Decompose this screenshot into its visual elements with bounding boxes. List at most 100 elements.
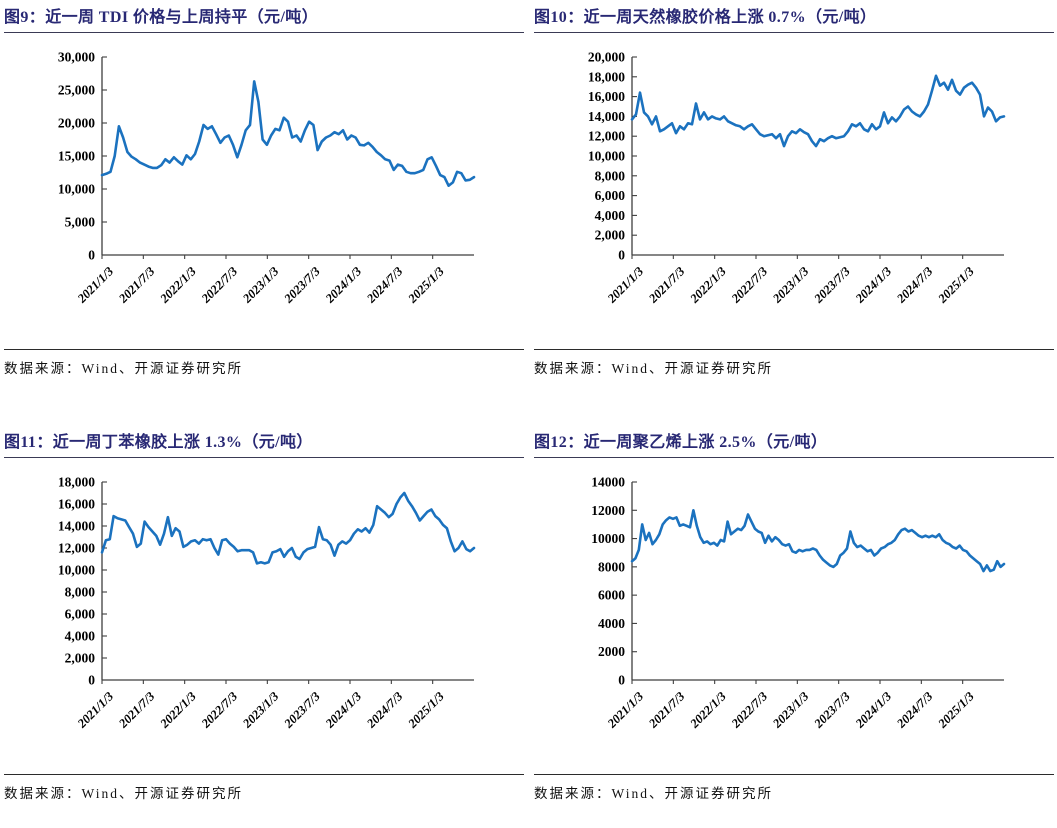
svg-text:2024/1/3: 2024/1/3 [852, 264, 894, 306]
data-source-note: 数据来源：Wind、开源证券研究所 [534, 361, 773, 376]
svg-text:2024/7/3: 2024/7/3 [893, 689, 935, 731]
title-divider [4, 32, 524, 33]
svg-text:2024/1/3: 2024/1/3 [852, 689, 894, 731]
title-divider [534, 32, 1054, 33]
svg-text:8000: 8000 [598, 559, 625, 574]
title-divider [534, 457, 1054, 458]
figure-block-fig11: 图11：近一周丁苯橡胶上涨 1.3%（元/吨） 0 2,000 4,000 6,000… [4, 431, 524, 802]
svg-text:2023/1/3: 2023/1/3 [239, 689, 281, 731]
svg-text:2024/7/3: 2024/7/3 [363, 689, 405, 731]
line-chart-tdi-price: 0 5,000 10,000 15,000 20,000 25,000 30,000 2021… [58, 50, 476, 306]
svg-text:2023/7/3: 2023/7/3 [281, 689, 323, 731]
line-chart-natural-rubber-price: 0 2,000 4,000 6,000 8,000 10,000 12,000 14,000 1… [588, 50, 1006, 306]
figure-block-fig12: 图12：近一周聚乙烯上涨 2.5%（元/吨） 0 2000 4000 6000 8000… [534, 431, 1054, 802]
svg-text:4000: 4000 [598, 616, 625, 631]
svg-text:2024/7/3: 2024/7/3 [893, 264, 935, 306]
svg-text:10,000: 10,000 [58, 182, 95, 197]
svg-text:10,000: 10,000 [58, 563, 95, 578]
line-chart-sbr-price: 0 2,000 4,000 6,000 8,000 10,000 12,000 14,000 1… [58, 475, 476, 731]
chart-area: 0 2,000 4,000 6,000 8,000 10,000 12,000 14,000 1… [534, 43, 1054, 347]
svg-text:4,000: 4,000 [595, 208, 626, 223]
svg-text:2022/7/3: 2022/7/3 [728, 689, 770, 731]
svg-text:6,000: 6,000 [65, 607, 96, 622]
source-divider [534, 774, 1054, 775]
figure-block-fig9: 图9：近一周 TDI 价格与上周持平（元/吨） 0 5,000 10,000 15,0… [4, 6, 524, 377]
svg-text:2023/7/3: 2023/7/3 [281, 264, 323, 306]
svg-text:6,000: 6,000 [595, 188, 626, 203]
figure-title: 图10：近一周天然橡胶价格上涨 0.7%（元/吨） [534, 9, 877, 26]
svg-text:12000: 12000 [591, 503, 625, 518]
svg-text:20,000: 20,000 [588, 50, 625, 65]
svg-text:2000: 2000 [598, 644, 625, 659]
svg-text:2021/7/3: 2021/7/3 [115, 264, 157, 306]
svg-text:14,000: 14,000 [58, 519, 95, 534]
figure-title: 图9：近一周 TDI 价格与上周持平（元/吨） [4, 9, 319, 26]
svg-text:0: 0 [88, 673, 95, 688]
svg-text:2024/1/3: 2024/1/3 [322, 689, 364, 731]
svg-text:2021/1/3: 2021/1/3 [74, 264, 116, 306]
svg-text:2021/1/3: 2021/1/3 [604, 264, 646, 306]
svg-text:2024/7/3: 2024/7/3 [363, 264, 405, 306]
svg-text:2022/7/3: 2022/7/3 [728, 264, 770, 306]
figure-title: 图12：近一周聚乙烯上涨 2.5%（元/吨） [534, 434, 828, 451]
svg-text:8,000: 8,000 [65, 585, 96, 600]
svg-text:18,000: 18,000 [588, 69, 625, 84]
source-divider [4, 774, 524, 775]
svg-text:2023/7/3: 2023/7/3 [811, 689, 853, 731]
svg-text:15,000: 15,000 [58, 149, 95, 164]
svg-text:20,000: 20,000 [58, 116, 95, 131]
svg-text:2021/1/3: 2021/1/3 [604, 689, 646, 731]
svg-text:2025/1/3: 2025/1/3 [405, 264, 447, 306]
svg-text:5,000: 5,000 [65, 215, 96, 230]
svg-text:2025/1/3: 2025/1/3 [935, 264, 977, 306]
svg-text:2023/1/3: 2023/1/3 [769, 264, 811, 306]
svg-text:2022/1/3: 2022/1/3 [687, 264, 729, 306]
svg-text:2022/1/3: 2022/1/3 [157, 689, 199, 731]
svg-text:2022/1/3: 2022/1/3 [687, 689, 729, 731]
svg-text:14000: 14000 [591, 475, 625, 490]
svg-text:2024/1/3: 2024/1/3 [322, 264, 364, 306]
data-source-note: 数据来源：Wind、开源证券研究所 [4, 361, 243, 376]
line-chart-polyethylene-price: 0 2000 4000 6000 8000 10000 12000 14000 2021/1/3… [591, 475, 1006, 731]
svg-text:2022/1/3: 2022/1/3 [157, 264, 199, 306]
svg-text:2023/1/3: 2023/1/3 [769, 689, 811, 731]
chart-area: 0 5,000 10,000 15,000 20,000 25,000 30,000 2021… [4, 43, 524, 347]
svg-text:10000: 10000 [591, 531, 625, 546]
svg-text:2021/7/3: 2021/7/3 [645, 689, 687, 731]
svg-text:2021/7/3: 2021/7/3 [645, 264, 687, 306]
svg-text:0: 0 [618, 673, 625, 688]
title-divider [4, 457, 524, 458]
svg-text:0: 0 [618, 248, 625, 263]
svg-text:6000: 6000 [598, 588, 625, 603]
figure-title: 图11：近一周丁苯橡胶上涨 1.3%（元/吨） [4, 434, 313, 451]
source-divider [4, 349, 524, 350]
svg-text:30,000: 30,000 [58, 50, 95, 65]
svg-text:2022/7/3: 2022/7/3 [198, 264, 240, 306]
svg-text:2021/7/3: 2021/7/3 [115, 689, 157, 731]
data-source-note: 数据来源：Wind、开源证券研究所 [534, 786, 773, 801]
svg-text:2,000: 2,000 [595, 228, 626, 243]
svg-text:10,000: 10,000 [588, 149, 625, 164]
svg-text:14,000: 14,000 [588, 109, 625, 124]
svg-text:8,000: 8,000 [595, 168, 626, 183]
source-divider [534, 349, 1054, 350]
svg-text:12,000: 12,000 [588, 129, 625, 144]
svg-text:2023/7/3: 2023/7/3 [811, 264, 853, 306]
svg-text:16,000: 16,000 [58, 497, 95, 512]
svg-text:25,000: 25,000 [58, 83, 95, 98]
figure-block-fig10: 图10：近一周天然橡胶价格上涨 0.7%（元/吨） 0 2,000 4,000 6,0… [534, 6, 1054, 377]
svg-text:2021/1/3: 2021/1/3 [74, 689, 116, 731]
chart-area: 0 2000 4000 6000 8000 10000 12000 14000 2021/1/3… [534, 468, 1054, 772]
data-source-note: 数据来源：Wind、开源证券研究所 [4, 786, 243, 801]
svg-text:2025/1/3: 2025/1/3 [405, 689, 447, 731]
svg-text:4,000: 4,000 [65, 629, 96, 644]
svg-text:2,000: 2,000 [65, 651, 96, 666]
svg-text:16,000: 16,000 [588, 89, 625, 104]
svg-text:2022/7/3: 2022/7/3 [198, 689, 240, 731]
svg-text:2025/1/3: 2025/1/3 [935, 689, 977, 731]
chart-area: 0 2,000 4,000 6,000 8,000 10,000 12,000 14,000 1… [4, 468, 524, 772]
svg-text:2023/1/3: 2023/1/3 [239, 264, 281, 306]
svg-text:18,000: 18,000 [58, 475, 95, 490]
svg-text:0: 0 [88, 248, 95, 263]
